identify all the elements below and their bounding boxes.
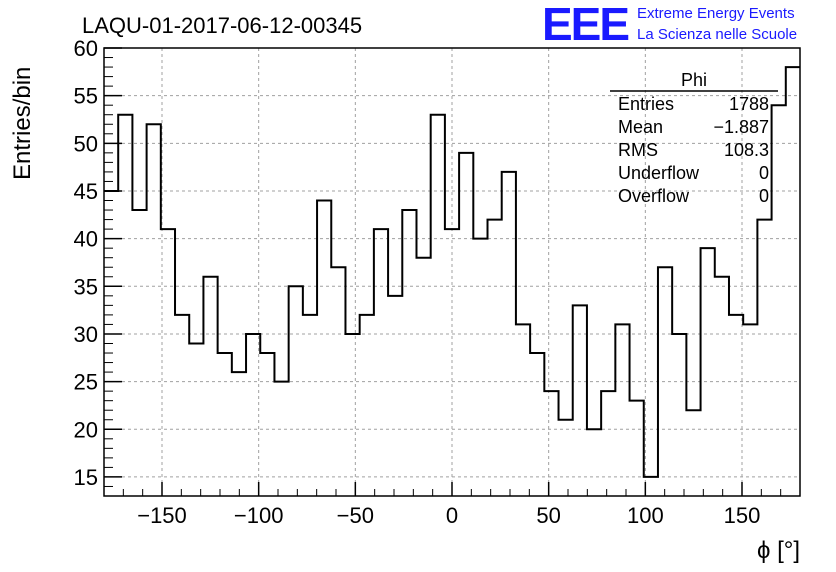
stats-label-overflow: Overflow xyxy=(618,186,690,206)
y-tick-label-8: 55 xyxy=(74,84,98,109)
y-tick-labels: 15 20 25 30 35 40 45 50 55 60 xyxy=(74,36,98,490)
y-tick-label-1: 20 xyxy=(74,417,98,442)
stats-label-rms: RMS xyxy=(618,140,658,160)
stats-value-mean: −1.887 xyxy=(713,117,769,137)
x-tick-label-6: 150 xyxy=(724,503,761,528)
logo-mark: EEE xyxy=(542,0,628,50)
y-tick-label-0: 15 xyxy=(74,465,98,490)
y-tick-label-9: 60 xyxy=(74,36,98,61)
logo-line1: Extreme Energy Events xyxy=(637,5,795,22)
grid-lines xyxy=(104,48,800,496)
y-tick-label-3: 30 xyxy=(74,322,98,347)
stats-value-entries: 1788 xyxy=(729,94,769,114)
eee-logo: EEE Extreme Energy Events La Scienza nel… xyxy=(542,0,797,50)
stats-title: Phi xyxy=(681,70,707,90)
stats-value-overflow: 0 xyxy=(759,186,769,206)
y-axis-title: Entries/bin xyxy=(9,67,36,180)
stats-label-underflow: Underflow xyxy=(618,163,700,183)
x-tick-label-1: −100 xyxy=(234,503,284,528)
y-tick-label-2: 25 xyxy=(74,370,98,395)
stats-label-entries: Entries xyxy=(618,94,674,114)
x-tick-labels: −150 −100 −50 0 50 100 150 xyxy=(137,503,760,528)
y-tick-label-5: 40 xyxy=(74,227,98,252)
chart-title: LAQU-01-2017-06-12-00345 xyxy=(82,13,362,38)
y-tick-label-6: 45 xyxy=(74,179,98,204)
stats-box: Phi Entries 1788 Mean −1.887 RMS 108.3 Underfl… xyxy=(610,70,778,206)
logo-line2: La Scienza nelle Scuole xyxy=(637,26,797,43)
x-tick-label-0: −150 xyxy=(137,503,187,528)
x-tick-label-3: 0 xyxy=(446,503,458,528)
y-tick-label-7: 50 xyxy=(74,131,98,156)
stats-value-rms: 108.3 xyxy=(724,140,769,160)
x-tick-label-4: 50 xyxy=(536,503,560,528)
y-tick-label-4: 35 xyxy=(74,274,98,299)
x-axis-title: ϕ [°] xyxy=(757,537,800,564)
stats-label-mean: Mean xyxy=(618,117,663,137)
stats-value-underflow: 0 xyxy=(759,163,769,183)
axis-ticks xyxy=(103,47,801,496)
x-tick-label-2: −50 xyxy=(337,503,374,528)
histogram-series xyxy=(104,66,800,478)
x-tick-label-5: 100 xyxy=(627,503,664,528)
